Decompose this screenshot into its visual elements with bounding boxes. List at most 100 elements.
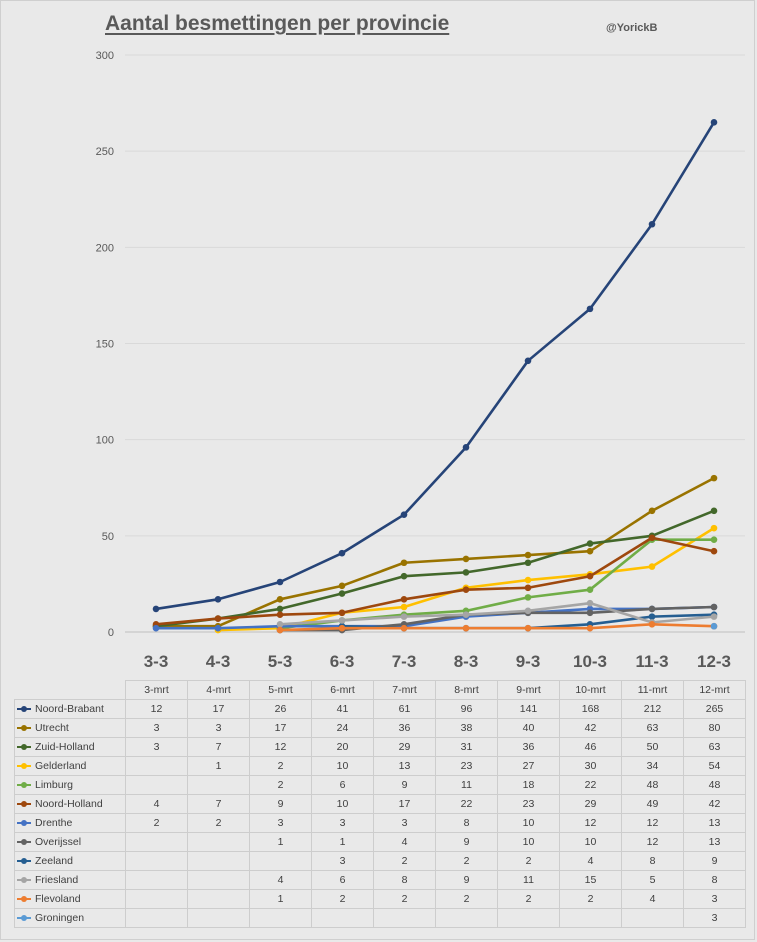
table-cell: 8 [621,851,684,871]
table-cell: 96 [435,699,498,719]
data-point [400,596,408,603]
series-name: Flevoland [35,893,81,905]
table-cell: 3 [373,813,436,833]
table-cell: 13 [683,832,746,852]
y-tick-label: 50 [102,531,114,543]
table-cell: 23 [435,756,498,776]
x-tick-label: 8-3 [454,652,479,671]
table-cell: 12 [621,813,684,833]
series-name: Gelderland [35,760,87,772]
table-cell [187,908,250,928]
table-cell: 61 [373,699,436,719]
table-cell: 46 [559,737,622,757]
data-point [524,576,532,584]
series-name-cell: Limburg [14,775,126,795]
data-point [648,563,656,570]
x-tick-label: 3-3 [144,652,169,671]
table-cell [187,889,250,909]
series-name-cell: Groningen [14,908,126,928]
table-cell: 3 [125,718,188,738]
data-point [400,511,408,518]
table-cell: 4 [621,889,684,909]
table-cell: 6 [311,870,374,890]
table-cell: 23 [497,794,560,814]
table-cell [559,908,622,928]
chart-title: Aantal besmettingen per provincie [105,12,450,35]
series-name-cell: Gelderland [14,756,126,776]
table-cell: 48 [621,775,684,795]
table-cell: 2 [373,851,436,871]
table-cell: 13 [373,756,436,776]
table-row: Gelderland 1 2 10 13 23 27 30 34 54 [14,756,746,776]
table-cell: 17 [249,718,312,738]
legend-key-icon [17,706,31,713]
table-cell [125,908,188,928]
series-name-cell: Overijssel [14,832,126,852]
series-name-cell: Noord-Brabant [14,699,126,719]
x-tick-label: 11-3 [635,652,668,671]
data-point [586,547,594,555]
data-point [648,507,656,515]
data-point [648,621,656,628]
series-flevoland [276,621,718,634]
table-cell: 3 [187,718,250,738]
table-cell [125,851,188,871]
table-cell: 6 [311,775,374,795]
data-point [276,611,284,618]
table-cell: 42 [683,794,746,814]
table-cell [187,870,250,890]
data-point [648,613,656,620]
table-cell: 8 [683,870,746,890]
table-header-cell: 4-mrt [187,680,250,700]
series-name: Limburg [35,779,73,791]
table-cell [125,832,188,852]
table-cell: 2 [435,851,498,871]
table-cell: 2 [497,889,560,909]
series-lines [152,119,718,634]
table-cell: 9 [683,851,746,871]
series-line [278,601,716,626]
table-cell: 2 [249,775,312,795]
table-cell: 27 [497,756,560,776]
data-point [524,551,532,559]
y-tick-label: 150 [96,339,114,351]
y-tick-label: 250 [96,146,114,158]
table-cell: 20 [311,737,374,757]
data-point [214,596,222,603]
data-point [586,572,594,580]
data-point [586,599,594,607]
x-tick-label: 6-3 [330,652,355,671]
table-cell [125,775,188,795]
table-row: Utrecht 3 3 17 24 36 38 40 42 63 80 [14,718,746,738]
table-cell: 40 [497,718,560,738]
table-cell: 17 [187,699,250,719]
legend-key-icon [17,782,31,789]
data-point [462,586,470,593]
table-cell: 4 [373,832,436,852]
table-cell [125,870,188,890]
table-row: Noord-Brabant 12 17 26 41 61 96 141 168 212 265 [14,699,746,719]
table-cell: 12 [559,813,622,833]
series-line [154,605,716,630]
table-cell [187,851,250,871]
table-cell: 22 [435,794,498,814]
table-cell: 4 [249,870,312,890]
table-cell: 48 [683,775,746,795]
x-tick-label: 7-3 [392,652,417,671]
table-cell: 1 [249,832,312,852]
table-cell: 9 [249,794,312,814]
table-header-cell: 9-mrt [497,680,560,700]
data-point [462,555,470,563]
legend-key-icon [17,820,31,827]
data-point [152,624,160,632]
table-cell: 3 [311,851,374,871]
table-row: Zeeland 3 2 2 2 4 8 9 [14,851,746,871]
series-groningen [710,622,718,630]
table-cell [249,851,312,871]
table-cell: 2 [559,889,622,909]
table-cell: 2 [187,813,250,833]
y-axis-ticks: 0 50 100 150 200 250 300 [96,50,114,639]
series-name-cell: Drenthe [14,813,126,833]
data-point [400,624,408,632]
data-point [214,615,222,622]
